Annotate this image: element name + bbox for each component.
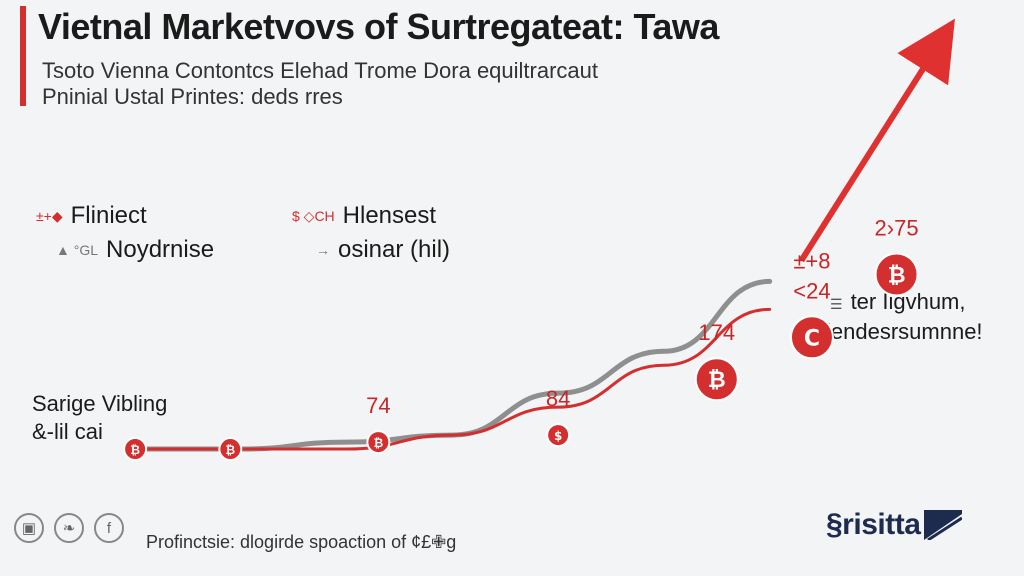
page-title: Vietnal Marketvovs of Surtregаteat: Tawa xyxy=(38,6,719,47)
data-point-marker xyxy=(694,357,739,402)
legend-item-4: → osinar (hil) xyxy=(316,236,450,264)
logo-mark-icon xyxy=(924,510,963,540)
data-point-symbol: ₿ xyxy=(130,443,140,457)
data-point-symbol: ₿ xyxy=(373,436,383,450)
data-point-marker xyxy=(874,252,919,297)
series-line-red xyxy=(133,307,772,451)
title-accent-bar xyxy=(20,6,26,106)
data-point-symbol: ₿ xyxy=(225,443,235,457)
legend-label: Fliniect xyxy=(70,202,147,229)
data-point-1: ₿ xyxy=(218,437,243,462)
data-point-marker xyxy=(218,437,243,462)
data-label: <24 xyxy=(793,278,830,303)
legend-label: Hlensest xyxy=(342,202,437,229)
data-label: 84 xyxy=(546,386,570,411)
subtitle-line-1: Tsoto Vienna Contontcs Elehad Trome Dora… xyxy=(42,58,599,83)
data-point-3: $84 xyxy=(546,386,571,448)
data-point-0: ₿ xyxy=(123,437,148,462)
bitcoin-icon: ±+◆ xyxy=(36,207,63,224)
arrow-icon: → xyxy=(316,242,330,258)
data-label: 174 xyxy=(698,320,735,345)
menu-icon: ☰ xyxy=(830,296,843,312)
left-annotation-line-2: &-lil cai xyxy=(32,419,103,444)
instagram-icon[interactable]: ▣ xyxy=(14,513,44,543)
growth-arrow xyxy=(798,18,955,263)
data-point-symbol: $ xyxy=(554,429,562,443)
right-annotation-line-2: lendesrsumnne! xyxy=(826,319,983,344)
data-point-symbol: ₿ xyxy=(888,263,906,288)
data-point-symbol: ₿ xyxy=(708,368,726,393)
data-point-marker xyxy=(366,430,391,455)
data-point-marker xyxy=(546,423,571,448)
data-point-marker xyxy=(123,437,148,462)
logo-text: §risitta xyxy=(826,508,921,541)
legend-item-2: $ ◇CH Hlensest xyxy=(292,202,436,230)
legend-label: Noydrnise xyxy=(106,236,215,263)
data-label: ±+8 xyxy=(793,248,830,273)
data-point-marker xyxy=(789,315,834,360)
legend-item-3: ▲ °GL Noydrnise xyxy=(56,236,214,264)
data-point-4: ₿ 174 xyxy=(694,320,739,402)
left-annotation: Sarige Vibling &-lil cai xyxy=(32,390,167,446)
data-label: 74 xyxy=(366,393,390,418)
data-point-6: ₿ 2›75 xyxy=(874,215,919,297)
brand-logo[interactable]: §risitta xyxy=(826,508,963,542)
left-annotation-line-1: Sarige Vibling xyxy=(32,391,168,416)
right-annotation: ☰ ter Iigvhum, lendesrsumnne! xyxy=(826,288,983,346)
data-point-2: ₿ 74 xyxy=(366,393,391,455)
subtitle-line-2: Pninial Ustal Printes: deds rres xyxy=(42,84,343,109)
legend-item-1: ±+◆ Fliniect xyxy=(36,202,147,230)
dollar-icon: $ ◇CH xyxy=(292,207,335,224)
footer-caption: Profinctsie: dlogirde spoaction of ¢£✙g xyxy=(146,532,457,552)
legend-label: osinar (hil) xyxy=(338,236,451,263)
data-point-5: C ±+8 <24 xyxy=(789,248,834,360)
user-icon: ▲ °GL xyxy=(56,242,99,258)
twitter-icon[interactable]: ❧ xyxy=(54,513,84,543)
data-label: 2›75 xyxy=(875,215,919,240)
data-point-symbol: C xyxy=(804,326,820,351)
facebook-icon[interactable]: f xyxy=(94,513,124,543)
